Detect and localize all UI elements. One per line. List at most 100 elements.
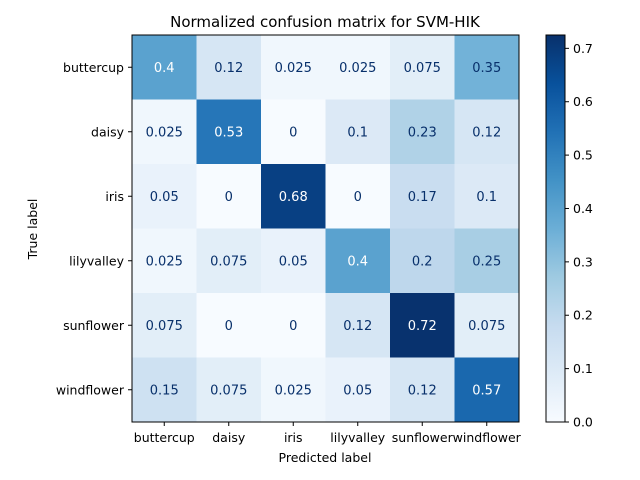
cell-value-label: 0.57	[472, 383, 501, 398]
y-axis-label: True label	[25, 199, 40, 261]
matrix-cell	[196, 228, 262, 294]
cell-value-label: 0.075	[404, 61, 441, 76]
x-tick-label: buttercup	[134, 430, 195, 445]
cell-value-label: 0.35	[472, 61, 501, 76]
colorbar-tick-label: 0.0	[573, 415, 593, 430]
matrix-cell	[132, 35, 197, 100]
matrix-cell	[132, 164, 197, 229]
colorbar-tick-label: 0.2	[573, 308, 593, 323]
matrix-cell	[390, 99, 455, 165]
cell-value-label: 0.53	[214, 125, 243, 140]
cell-value-label: 0.05	[279, 254, 308, 269]
matrix-cell	[325, 99, 391, 165]
cell-value-label: 0	[354, 190, 362, 205]
y-tick-label: buttercup	[63, 60, 124, 75]
matrix-cell	[196, 293, 262, 358]
matrix-cell	[261, 228, 326, 294]
colorbar-tick-label: 0.1	[573, 361, 593, 376]
cell-value-label: 0.12	[472, 125, 501, 140]
matrix-cell	[325, 164, 391, 229]
matrix-cell	[390, 164, 455, 229]
cell-value-label: 0.025	[275, 61, 312, 76]
cell-value-label: 0	[289, 125, 297, 140]
cell-value-label: 0.075	[468, 319, 505, 334]
colorbar-tick-label: 0.4	[573, 201, 593, 216]
colorbar-tick-label: 0.7	[573, 41, 593, 56]
matrix-cell	[196, 164, 262, 229]
y-tick-label: daisy	[91, 124, 125, 139]
x-tick-label: daisy	[212, 430, 246, 445]
colorbar-tick-label: 0.6	[573, 94, 593, 109]
cell-value-label: 0.025	[146, 254, 183, 269]
cell-value-label: 0	[225, 190, 233, 205]
cell-value-label: 0.075	[210, 383, 247, 398]
matrix-cell	[454, 35, 520, 100]
cell-value-label: 0.025	[339, 61, 376, 76]
cell-value-label: 0	[289, 319, 297, 334]
cell-value-label: 0.075	[210, 254, 247, 269]
matrix-cell	[132, 293, 197, 358]
matrix-cell	[325, 35, 391, 100]
x-tick-label: iris	[284, 430, 303, 445]
matrix-cell	[390, 357, 455, 423]
cell-value-label: 0.1	[476, 190, 497, 205]
matrix-cell	[261, 164, 326, 229]
matrix-cell	[196, 35, 262, 100]
cell-value-label: 0.12	[408, 383, 437, 398]
y-tick-label: windflower	[56, 382, 125, 397]
cell-value-label: 0.12	[214, 61, 243, 76]
cell-value-label: 0.72	[408, 319, 437, 334]
matrix-cell	[390, 35, 455, 100]
matrix-cell	[454, 99, 520, 165]
cell-value-label: 0.23	[408, 125, 437, 140]
matrix-cell	[132, 99, 197, 165]
y-axis-ticks: buttercup daisy iris lilyvalley sunflower win…	[56, 60, 132, 397]
cell-value-label: 0.4	[154, 61, 175, 76]
y-tick-label: iris	[105, 189, 124, 204]
matrix-cell	[454, 293, 520, 358]
colorbar-tick-label: 0.3	[573, 254, 593, 269]
cell-value-label: 0.17	[408, 190, 437, 205]
cell-value-label: 0.025	[275, 383, 312, 398]
matrix-cell	[261, 35, 326, 100]
chart-title: Normalized confusion matrix for SVM-HIK	[170, 13, 481, 31]
matrix-cell	[325, 293, 391, 358]
matrix-cell	[454, 164, 520, 229]
matrix-cell	[325, 228, 391, 294]
y-tick-label: sunflower	[63, 318, 125, 333]
cell-value-label: 0	[225, 319, 233, 334]
colorbar: 0.0 0.1 0.2 0.3 0.4 0.5 0.6 0.7	[545, 34, 593, 430]
cell-value-label: 0.2	[412, 254, 433, 269]
cell-value-label: 0.025	[146, 125, 183, 140]
matrix-cell	[261, 293, 326, 358]
matrix-cell	[390, 228, 455, 294]
matrix-grid: 0.4 0.12 0.025 0.025 0.075 0.35 0.025 0.53 0 0.1 0…	[131, 34, 520, 423]
cell-value-label: 0.25	[472, 254, 501, 269]
matrix-cell	[196, 99, 262, 165]
cell-value-label: 0.1	[347, 125, 368, 140]
x-tick-label: windflower	[453, 430, 522, 445]
cell-value-label: 0.68	[279, 190, 308, 205]
cell-value-label: 0.05	[150, 190, 179, 205]
matrix-cell	[196, 357, 262, 423]
x-axis-ticks: buttercup daisy iris lilyvalley sunflower win…	[134, 422, 522, 445]
matrix-cell	[454, 357, 520, 423]
cell-value-label: 0.15	[150, 383, 179, 398]
matrix-cell	[132, 357, 197, 423]
x-tick-label: lilyvalley	[330, 430, 386, 445]
y-tick-label: lilyvalley	[69, 253, 125, 268]
cell-value-label: 0.4	[347, 254, 368, 269]
cell-value-label: 0.05	[343, 383, 372, 398]
matrix-frame	[131, 34, 520, 423]
matrix-cell	[454, 228, 520, 294]
matrix-cell	[261, 357, 326, 423]
matrix-cell	[261, 99, 326, 165]
matrix-cell	[325, 357, 391, 423]
colorbar-tick-label: 0.5	[573, 148, 593, 163]
x-axis-label: Predicted label	[279, 450, 372, 465]
cell-value-label: 0.12	[343, 319, 372, 334]
matrix-cell	[390, 293, 455, 358]
x-tick-label: sunflower	[392, 430, 454, 445]
cell-value-label: 0.075	[146, 319, 183, 334]
